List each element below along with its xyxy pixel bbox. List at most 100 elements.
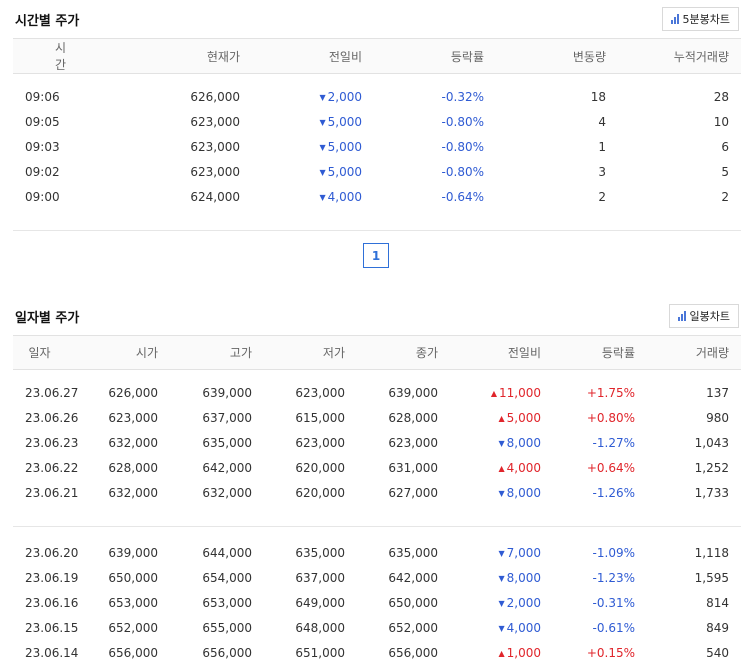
change-cell: ▲ 1,000	[438, 641, 541, 666]
change-value: 2,000	[506, 596, 541, 610]
rate-cell: -0.80%	[441, 140, 484, 154]
table-row: 23.06.26 623,000 637,000 615,000 628,000 ▲ 5,0…	[13, 406, 741, 431]
rate-cell: -1.23%	[592, 571, 635, 585]
col-header-volume: 거래량	[695, 346, 729, 360]
change-cell: ▼ 2,000	[438, 591, 541, 616]
col-header-high: 고가	[229, 346, 252, 360]
change-cell: ▼ 5,000	[240, 110, 362, 135]
col-header-cum-volume: 누적거래량	[673, 49, 729, 64]
open-cell: 639,000	[108, 546, 158, 560]
low-cell: 623,000	[295, 436, 345, 450]
change-value: 8,000	[506, 571, 541, 585]
time-price-header: 시간별 주가 5분봉차트	[13, 0, 741, 38]
triangle-down-icon: ▼	[498, 549, 505, 558]
open-cell: 623,000	[108, 411, 158, 425]
high-cell: 632,000	[202, 486, 252, 500]
triangle-down-icon: ▼	[498, 574, 505, 583]
change-cell: ▼ 8,000	[438, 481, 541, 506]
volume-cell: 849	[706, 621, 729, 635]
time-cell: 09:02	[25, 165, 60, 179]
bar-chart-icon	[677, 311, 686, 321]
table-row: 23.06.14 656,000 656,000 651,000 656,000 ▲ 1,0…	[13, 641, 741, 666]
low-cell: 637,000	[295, 571, 345, 585]
rate-cell: -1.26%	[592, 486, 635, 500]
close-cell: 642,000	[388, 571, 438, 585]
col-header-low: 저가	[322, 346, 345, 360]
low-cell: 615,000	[295, 411, 345, 425]
col-header-change: 전일비	[507, 346, 541, 360]
date-cell: 23.06.14	[25, 646, 79, 660]
open-cell: 628,000	[108, 461, 158, 475]
change-cell: ▼ 4,000	[438, 616, 541, 641]
rate-cell: -0.31%	[592, 596, 635, 610]
time-price-section: 시간별 주가 5분봉차트 시간 현재가 전일비 등락률 변동량 누적거래량 09…	[13, 0, 741, 231]
high-cell: 639,000	[202, 386, 252, 400]
five-min-chart-label: 5분봉차트	[682, 13, 730, 26]
cum-volume-cell: 5	[721, 165, 729, 179]
low-cell: 623,000	[295, 386, 345, 400]
delta-cell: 4	[598, 115, 606, 129]
table-row: 09:03 623,000 ▼ 5,000 -0.80% 1 6	[13, 135, 741, 160]
daily-price-title: 일자별 주가	[15, 311, 80, 326]
open-cell: 632,000	[108, 486, 158, 500]
triangle-up-icon: ▲	[498, 649, 505, 658]
change-cell: ▼ 5,000	[240, 160, 362, 185]
date-cell: 23.06.23	[25, 436, 79, 450]
time-price-title: 시간별 주가	[15, 14, 80, 29]
date-cell: 23.06.20	[25, 546, 79, 560]
low-cell: 635,000	[295, 546, 345, 560]
change-value: 5,000	[327, 115, 362, 129]
change-value: 1,000	[506, 646, 541, 660]
col-header-price: 현재가	[206, 49, 240, 64]
volume-cell: 1,252	[694, 461, 729, 475]
high-cell: 655,000	[202, 621, 252, 635]
triangle-up-icon: ▲	[498, 414, 505, 423]
col-header-open: 시가	[135, 346, 158, 360]
col-header-change: 전일비	[328, 49, 362, 64]
price-cell: 623,000	[190, 140, 240, 154]
cum-volume-cell: 10	[713, 115, 729, 129]
rate-cell: -0.61%	[592, 621, 635, 635]
rate-cell: -0.32%	[441, 90, 484, 104]
change-cell: ▼ 5,000	[240, 135, 362, 160]
open-cell: 652,000	[108, 621, 158, 635]
open-cell: 653,000	[108, 596, 158, 610]
change-value: 5,000	[327, 140, 362, 154]
close-cell: 635,000	[388, 546, 438, 560]
date-cell: 23.06.22	[25, 461, 79, 475]
time-price-table: 시간 현재가 전일비 등락률 변동량 누적거래량 09:06 626,000 ▼ 2,…	[13, 38, 741, 231]
table-row: 09:02 623,000 ▼ 5,000 -0.80% 3 5	[13, 160, 741, 185]
daily-chart-button[interactable]: 일봉차트	[668, 304, 739, 328]
time-cell: 09:05	[25, 115, 60, 129]
page-1-button[interactable]: 1	[363, 243, 389, 268]
table-header-row: 일자 시가 고가 저가 종가 전일비 등락률 거래량	[13, 335, 741, 370]
open-cell: 632,000	[108, 436, 158, 450]
date-cell: 23.06.19	[25, 571, 79, 585]
change-cell: ▼ 8,000	[438, 431, 541, 456]
time-cell: 09:00	[25, 190, 60, 204]
daily-chart-label: 일봉차트	[689, 310, 730, 323]
change-value: 11,000	[499, 386, 541, 400]
high-cell: 637,000	[202, 411, 252, 425]
triangle-down-icon: ▼	[498, 489, 505, 498]
change-value: 4,000	[506, 461, 541, 475]
rate-cell: +0.80%	[586, 411, 635, 425]
table-row: 23.06.22 628,000 642,000 620,000 631,000 ▲ 4,0…	[13, 456, 741, 481]
triangle-down-icon: ▼	[319, 143, 326, 152]
low-cell: 651,000	[295, 646, 345, 660]
high-cell: 635,000	[202, 436, 252, 450]
triangle-down-icon: ▼	[319, 168, 326, 177]
rate-cell: -1.09%	[592, 546, 635, 560]
close-cell: 639,000	[388, 386, 438, 400]
rate-cell: +0.15%	[586, 646, 635, 660]
rate-cell: -0.80%	[441, 115, 484, 129]
table-row: 23.06.27 626,000 639,000 623,000 639,000 ▲ 11,…	[13, 381, 741, 406]
five-min-chart-button[interactable]: 5분봉차트	[661, 7, 739, 31]
volume-cell: 1,733	[694, 486, 729, 500]
table-row: 23.06.23 632,000 635,000 623,000 623,000 ▼ 8,0…	[13, 431, 741, 456]
table-row: 23.06.20 639,000 644,000 635,000 635,000 ▼ 7,0…	[13, 541, 741, 566]
rate-cell: -0.64%	[441, 190, 484, 204]
close-cell: 650,000	[388, 596, 438, 610]
change-cell: ▼ 8,000	[438, 566, 541, 591]
open-cell: 656,000	[108, 646, 158, 660]
